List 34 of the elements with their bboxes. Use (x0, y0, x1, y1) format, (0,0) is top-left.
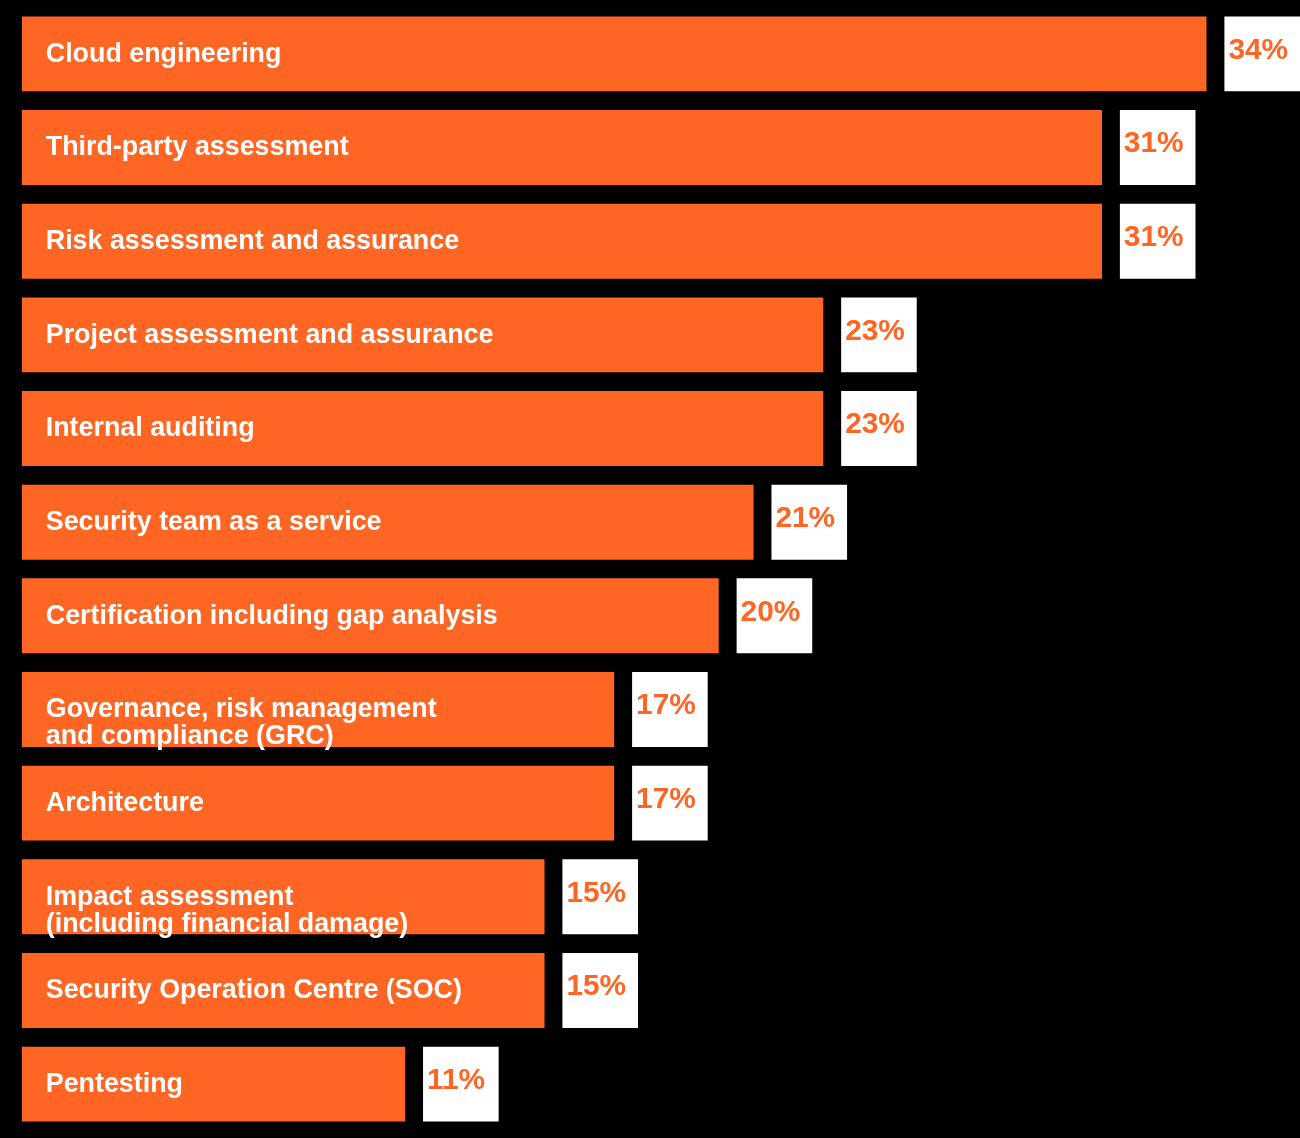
bar (21, 484, 754, 560)
data-label: 34% (1228, 31, 1289, 65)
bar (21, 391, 824, 466)
data-label: 15% (566, 968, 627, 1002)
bar (21, 110, 1102, 185)
data-label: 21% (775, 500, 836, 534)
data-label: 23% (845, 406, 905, 440)
y-tick-label: Impact assessment (including financial damage) (45, 880, 409, 938)
y-tick-label: Governance, risk management and compliance (GRC) (45, 693, 437, 751)
data-label: 17% (636, 781, 696, 815)
bar (21, 1046, 406, 1122)
data-label: 31% (1123, 125, 1184, 159)
y-tick-label: Architecture (45, 787, 204, 818)
bar (21, 297, 824, 373)
y-tick-label: Cloud engineering (45, 37, 282, 68)
y-tick-label: Third-party assessment (45, 131, 349, 162)
y-tick-label: Security team as a service (45, 506, 382, 537)
data-label: 15% (566, 874, 627, 908)
data-label: 20% (740, 593, 801, 627)
bar (21, 203, 1102, 279)
data-label: 11% (427, 1062, 486, 1096)
bar (21, 578, 719, 654)
data-label: 23% (845, 312, 905, 346)
y-tick-label: Certification including gap analysis (45, 599, 498, 630)
data-label: 17% (636, 687, 696, 721)
y-tick-label: Project assessment and assurance (45, 318, 494, 349)
bar (21, 16, 1207, 92)
bar (21, 953, 545, 1028)
data-label: 31% (1123, 219, 1184, 253)
y-tick-label: Internal auditing (45, 412, 255, 443)
y-tick-label: Risk assessment and assurance (45, 225, 460, 256)
y-tick-label: Pentesting (45, 1068, 183, 1099)
y-tick-label: Security Operation Centre (SOC) (45, 974, 462, 1005)
bar (21, 765, 615, 841)
